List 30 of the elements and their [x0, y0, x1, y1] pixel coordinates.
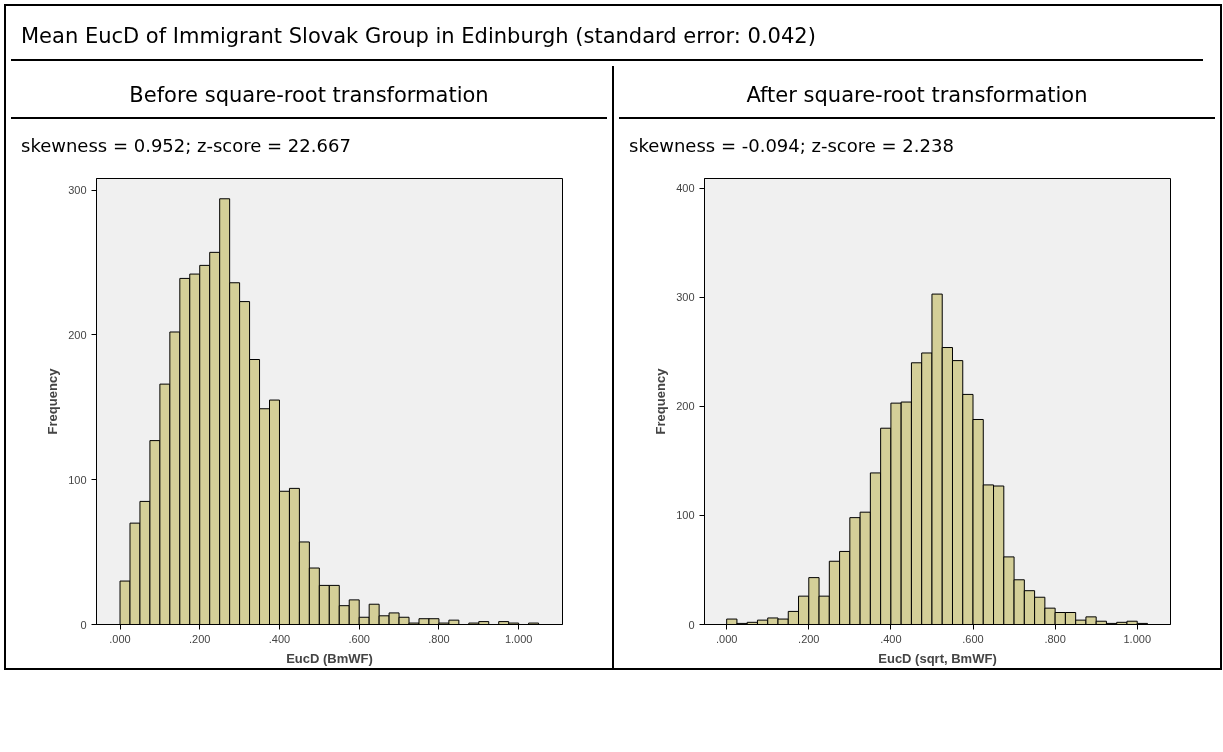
chart-title: After square-root transformation: [746, 82, 1088, 109]
x-tick-label: .400: [268, 632, 291, 645]
x-tick-label: .000: [109, 632, 131, 645]
x-tick-label: .800: [1044, 632, 1066, 645]
chart-title: Before square-root transformation: [129, 82, 489, 109]
y-axis-title: Frequency: [653, 367, 669, 435]
x-tick-label: 1.000: [1123, 632, 1152, 645]
y-axis-title: Frequency: [45, 367, 61, 435]
y-tick-label: 200: [68, 328, 87, 341]
x-tick-label: 1.000: [504, 632, 533, 645]
y-tick-label: 0: [688, 618, 695, 631]
x-tick-label: .400: [880, 632, 902, 645]
x-tick-label: .600: [962, 632, 984, 645]
text: Mean EucD of Immigrant Slovak Group in Edinburgh (standard error: 0.042): [21, 23, 816, 50]
x-tick-label: .200: [798, 632, 820, 645]
y-tick-label: 200: [676, 400, 695, 413]
x-axis-title: EucD (BmWF): [286, 650, 373, 666]
y-tick-label: 400: [676, 182, 695, 195]
chart-subtitle: skewness = -0.094; z-score = 2.238: [629, 134, 954, 158]
x-tick-label: .000: [715, 632, 738, 645]
y-tick-label: 300: [68, 184, 87, 197]
chart-subtitle: skewness = 0.952; z-score = 22.667: [21, 134, 351, 158]
y-tick-label: 100: [676, 509, 695, 522]
y-tick-label: 0: [80, 618, 87, 631]
y-tick-label: 100: [68, 473, 87, 486]
x-axis-title: EucD (sqrt, BmWF): [878, 650, 997, 666]
x-tick-label: .800: [428, 632, 450, 645]
x-tick-label: .200: [189, 632, 211, 645]
x-tick-label: .600: [348, 632, 370, 645]
y-tick-label: 300: [676, 291, 695, 304]
